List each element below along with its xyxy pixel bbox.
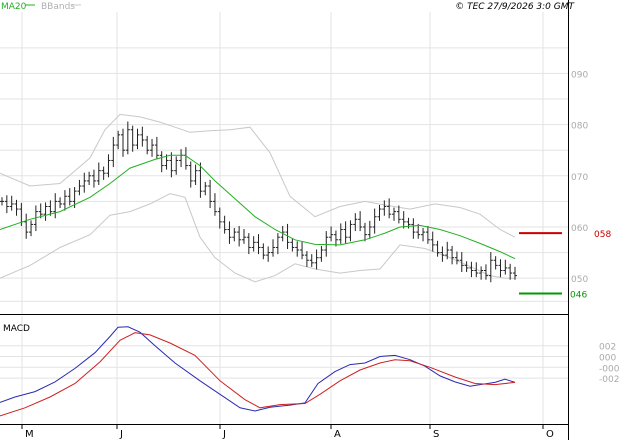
price-tick-label: 050 xyxy=(571,275,588,285)
signal-line xyxy=(0,332,516,417)
month-label: A xyxy=(334,429,341,440)
macd-tick-label: -002 xyxy=(599,375,619,385)
month-label: J xyxy=(222,429,226,440)
legend-ma20: MA20 xyxy=(1,2,27,12)
support-label: 046 xyxy=(570,291,587,301)
month-label: O xyxy=(546,429,554,440)
price-bars xyxy=(0,121,517,283)
price-tick-label: 090 xyxy=(571,70,588,80)
resistance-label: 058 xyxy=(594,230,611,240)
gridlines xyxy=(0,12,568,424)
price-tick-label: 060 xyxy=(571,224,588,234)
month-label: J xyxy=(119,429,123,440)
chart-frame xyxy=(0,0,569,440)
month-label: M xyxy=(25,429,34,440)
macd-tick-label: 002 xyxy=(599,343,616,353)
macd-label: MACD xyxy=(3,324,30,334)
indicator-lines xyxy=(0,154,516,417)
bollinger-bands xyxy=(0,113,516,283)
macd-tick-label: 000 xyxy=(599,354,616,364)
ma20-line xyxy=(0,154,516,260)
month-label: S xyxy=(433,429,439,440)
macd-line xyxy=(0,326,516,412)
price-tick-label: 080 xyxy=(571,122,588,132)
legend-bbands: BBands xyxy=(41,2,75,12)
bollinger-upper-line xyxy=(0,113,516,238)
price-tick-label: 070 xyxy=(571,173,588,183)
copyright-text: © TEC 27/9/2026 3:0 GMT xyxy=(455,2,575,12)
macd-tick-label: -000 xyxy=(599,364,620,374)
support-resistance-lines: 058 046 xyxy=(519,230,611,301)
bollinger-lower-line xyxy=(0,193,515,283)
